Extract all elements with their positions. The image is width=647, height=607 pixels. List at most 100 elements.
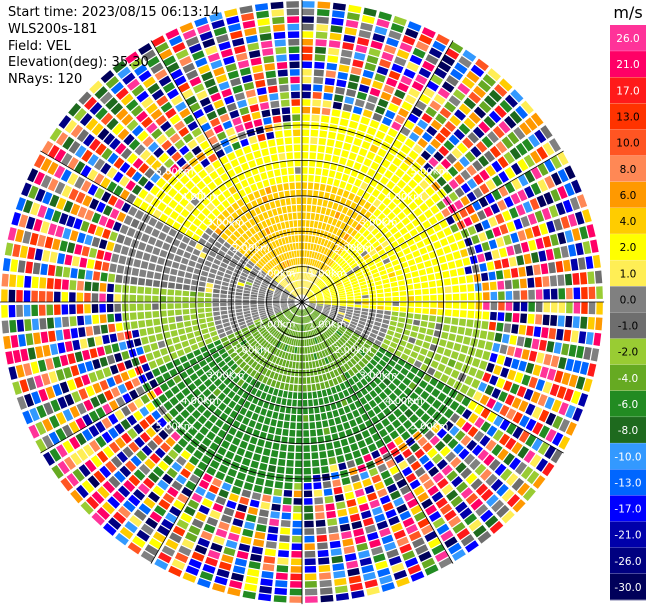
velocity-gate [392, 296, 399, 302]
velocity-gate [141, 445, 153, 457]
velocity-gate [212, 298, 220, 302]
velocity-gate [381, 274, 389, 280]
velocity-gate [310, 284, 316, 291]
velocity-gate [409, 403, 419, 413]
velocity-gate [154, 558, 169, 571]
velocity-gate [155, 264, 164, 273]
velocity-gate [532, 475, 546, 489]
velocity-gate [159, 288, 167, 295]
velocity-gate [388, 70, 401, 81]
velocity-gate [481, 241, 490, 252]
velocity-gate [267, 464, 277, 473]
velocity-gate [280, 334, 285, 342]
velocity-gate [307, 315, 311, 322]
velocity-gate [139, 431, 151, 443]
velocity-gate [248, 403, 256, 412]
velocity-gate [419, 191, 430, 201]
velocity-gate [53, 304, 61, 315]
velocity-gate [197, 297, 204, 302]
velocity-gate [326, 388, 332, 396]
velocity-gate [368, 47, 381, 57]
velocity-gate [195, 262, 203, 270]
velocity-gate [63, 200, 74, 213]
velocity-gate [23, 290, 31, 302]
velocity-gate [546, 340, 555, 353]
velocity-gate [542, 314, 550, 326]
velocity-gate [281, 294, 288, 298]
velocity-gate [276, 341, 282, 349]
velocity-gate [482, 311, 490, 320]
velocity-gate [278, 358, 284, 366]
velocity-gate [80, 165, 92, 178]
velocity-gate [496, 322, 504, 332]
velocity-gate [199, 275, 207, 282]
velocity-gate [377, 98, 389, 108]
velocity-gate [384, 109, 396, 120]
velocity-gate [304, 565, 317, 573]
velocity-gate [354, 295, 362, 299]
velocity-gate [353, 289, 361, 294]
velocity-gate [474, 348, 484, 359]
velocity-gate [345, 286, 352, 290]
velocity-gate [154, 447, 166, 459]
velocity-gate [68, 420, 80, 434]
velocity-gate [159, 347, 169, 356]
velocity-gate [457, 83, 471, 95]
velocity-gate [309, 304, 316, 307]
velocity-gate [550, 155, 562, 170]
velocity-gate [467, 225, 477, 236]
velocity-gate [302, 250, 305, 257]
velocity-gate [218, 332, 227, 339]
velocity-gate [425, 144, 437, 155]
velocity-gate [255, 276, 263, 282]
velocity-gate [218, 521, 230, 531]
velocity-gate [388, 163, 398, 173]
velocity-gate [109, 263, 117, 273]
velocity-gate [504, 280, 512, 290]
velocity-gate [62, 440, 74, 454]
velocity-gate [54, 278, 62, 290]
velocity-gate [393, 264, 402, 271]
velocity-gate [185, 326, 193, 333]
velocity-gate [215, 496, 227, 506]
velocity-gate [535, 379, 546, 392]
velocity-gate [136, 450, 148, 462]
velocity-gate [308, 354, 312, 361]
velocity-gate [315, 39, 327, 47]
velocity-gate [323, 488, 333, 496]
velocity-gate [242, 269, 250, 275]
velocity-gate [296, 324, 299, 331]
velocity-gate [277, 374, 283, 382]
velocity-gate [82, 195, 93, 207]
velocity-gate [535, 237, 545, 250]
velocity-gate [172, 525, 186, 537]
velocity-gate [401, 173, 412, 184]
velocity-gate [318, 281, 324, 287]
velocity-gate [28, 185, 39, 200]
velocity-gate [548, 328, 557, 340]
velocity-gate [394, 332, 402, 339]
velocity-gate [310, 353, 315, 361]
velocity-gate [329, 540, 341, 549]
velocity-gate [431, 543, 445, 556]
velocity-gate [17, 260, 26, 273]
velocity-gate [340, 324, 347, 330]
velocity-gate [316, 296, 323, 299]
velocity-gate [572, 316, 580, 329]
velocity-gate [291, 338, 295, 346]
velocity-gate [346, 235, 353, 243]
velocity-gate [462, 49, 477, 62]
velocity-gate [307, 281, 311, 289]
velocity-gate [427, 367, 436, 376]
velocity-gate [390, 174, 400, 184]
velocity-gate [77, 315, 85, 326]
velocity-gate [110, 386, 121, 398]
velocity-gate [400, 302, 407, 307]
velocity-gate [326, 510, 337, 519]
velocity-gate [413, 207, 423, 217]
velocity-gate [360, 446, 370, 456]
velocity-gate [334, 577, 347, 586]
velocity-gate [408, 201, 418, 211]
velocity-gate [88, 410, 100, 423]
velocity-gate [166, 378, 176, 388]
